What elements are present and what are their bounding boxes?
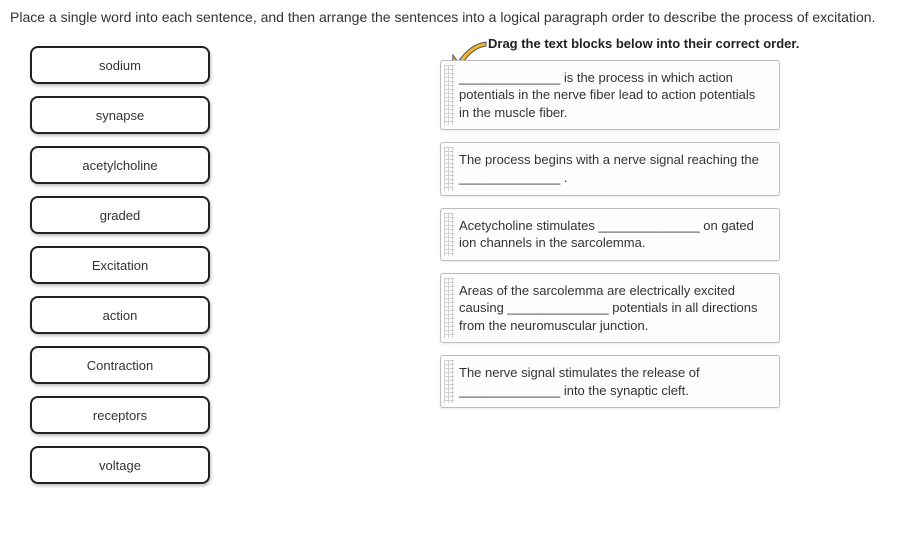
word-token[interactable]: Contraction [30, 346, 210, 384]
word-bank: sodium synapse acetylcholine graded Exci… [10, 36, 310, 496]
word-label: synapse [96, 108, 144, 123]
word-label: Excitation [92, 258, 148, 273]
sentence-block[interactable]: Areas of the sarcolemma are electrically… [440, 273, 780, 344]
word-token[interactable]: action [30, 296, 210, 334]
word-token[interactable]: sodium [30, 46, 210, 84]
sentence-block[interactable]: The process begins with a nerve signal r… [440, 142, 780, 195]
sentence-block[interactable]: The nerve signal stimulates the release … [440, 355, 780, 408]
word-token[interactable]: voltage [30, 446, 210, 484]
word-token[interactable]: acetylcholine [30, 146, 210, 184]
instructions-text: Place a single word into each sentence, … [0, 0, 922, 26]
sentence-block[interactable]: Acetycholine stimulates ______________ o… [440, 208, 780, 261]
sentence-drop-area: Drag the text blocks below into their co… [310, 36, 912, 496]
sentence-text: Areas of the sarcolemma are electrically… [459, 283, 758, 333]
word-label: receptors [93, 408, 147, 423]
drag-grip-icon [444, 278, 454, 339]
drag-grip-icon [444, 147, 454, 190]
word-label: action [103, 308, 138, 323]
word-token[interactable]: Excitation [30, 246, 210, 284]
sentence-text: ______________ is the process in which a… [459, 70, 755, 120]
sentence-text: The process begins with a nerve signal r… [459, 152, 759, 185]
word-token[interactable]: synapse [30, 96, 210, 134]
word-token[interactable]: graded [30, 196, 210, 234]
word-label: voltage [99, 458, 141, 473]
drag-instructions: Drag the text blocks below into their co… [440, 36, 912, 52]
word-label: Contraction [87, 358, 153, 373]
word-label: acetylcholine [82, 158, 157, 173]
sentence-text: Acetycholine stimulates ______________ o… [459, 218, 754, 251]
drag-grip-icon [444, 213, 454, 256]
word-label: graded [100, 208, 140, 223]
word-token[interactable]: receptors [30, 396, 210, 434]
word-label: sodium [99, 58, 141, 73]
drag-grip-icon [444, 360, 454, 403]
drag-grip-icon [444, 65, 454, 126]
sentence-text: The nerve signal stimulates the release … [459, 365, 700, 398]
sentence-block[interactable]: ______________ is the process in which a… [440, 60, 780, 131]
content-area: sodium synapse acetylcholine graded Exci… [0, 26, 922, 496]
